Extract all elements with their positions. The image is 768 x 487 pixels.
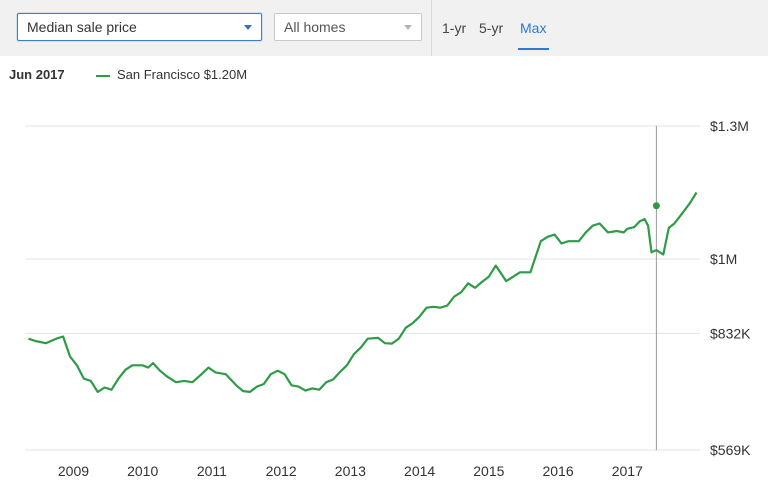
tab-1-yr[interactable]: 1-yr [442, 20, 467, 36]
home-type-select[interactable]: All homes [274, 13, 422, 41]
chevron-down-icon [244, 25, 252, 30]
hover-point [652, 202, 660, 210]
x-tick-label: 2015 [473, 463, 504, 479]
legend-series-label: San Francisco $1.20M [117, 67, 248, 82]
chevron-down-icon [404, 25, 412, 30]
x-tick-label: 2009 [58, 463, 89, 479]
y-tick-label: $832K [710, 325, 751, 341]
toolbar-divider [431, 0, 432, 56]
x-tick-label: 2013 [335, 463, 366, 479]
active-tab-indicator [518, 48, 549, 50]
tab-5-yr[interactable]: 5-yr [479, 20, 504, 36]
tab-max[interactable]: Max [520, 20, 547, 36]
x-tick-label: 2016 [542, 463, 573, 479]
y-tick-label: $1.3M [710, 118, 749, 134]
toolbar: Median sale price All homes 1-yr 5-yr Ma… [0, 0, 768, 56]
x-tick-label: 2011 [197, 463, 227, 479]
y-tick-label: $569K [710, 442, 751, 458]
metric-select[interactable]: Median sale price [17, 13, 262, 41]
x-tick-label: 2010 [127, 463, 158, 479]
series-line-san-francisco [28, 191, 698, 393]
x-tick-label: 2014 [404, 463, 435, 479]
y-tick-label: $1M [710, 251, 737, 267]
x-tick-label: 2017 [612, 463, 643, 479]
legend-swatch [96, 75, 110, 77]
home-type-select-value: All homes [284, 19, 346, 35]
legend-date: Jun 2017 [9, 67, 65, 82]
x-tick-label: 2012 [266, 463, 297, 479]
metric-select-value: Median sale price [27, 19, 137, 35]
